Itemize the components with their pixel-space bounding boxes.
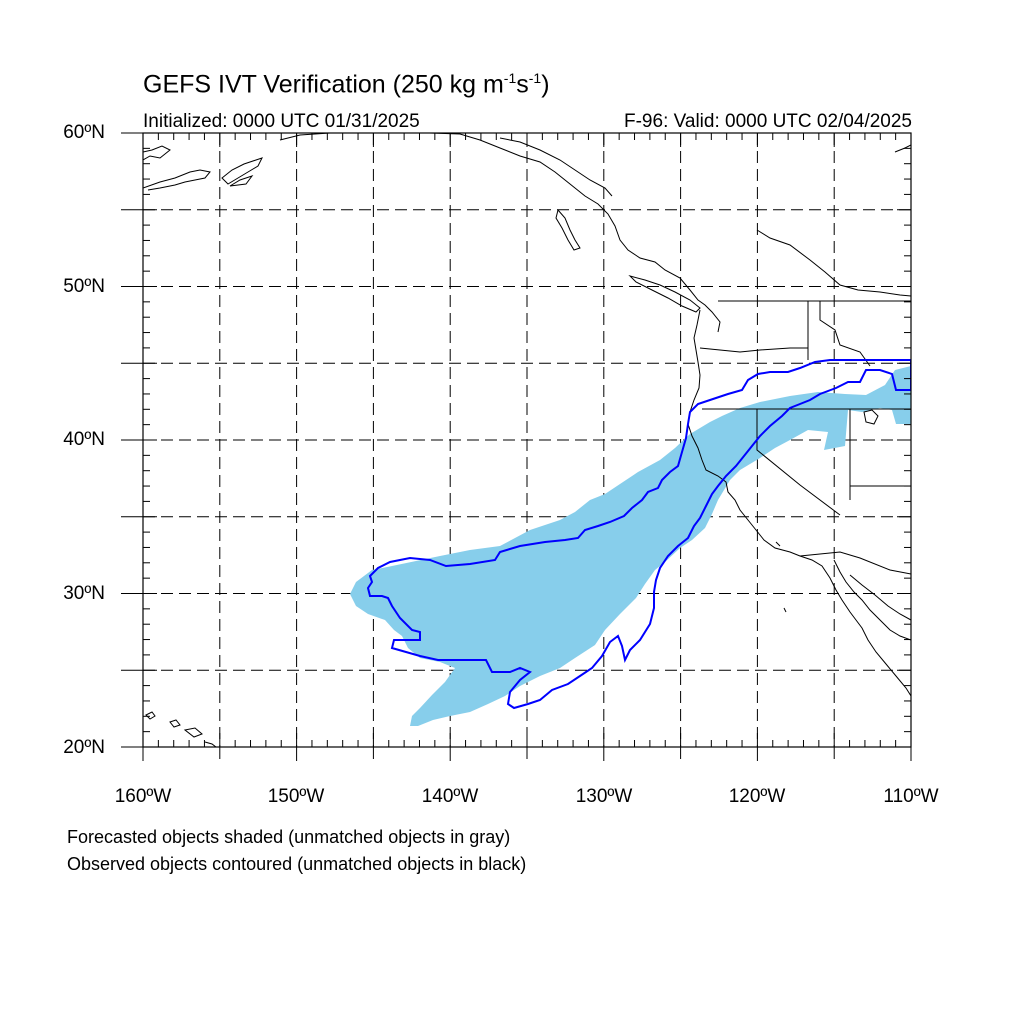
coastline-kodiak (221, 157, 263, 185)
lon-label-130w: 130ºW (575, 786, 633, 807)
footer-observed-note: Observed objects contoured (unmatched ob… (67, 854, 527, 874)
forecast-objects (350, 366, 911, 726)
coastline-alaska-south (143, 169, 211, 191)
coastline-mexico-mainland (849, 574, 911, 621)
coastline-alaska-panhandle (499, 137, 613, 197)
coastline-baja-east (833, 559, 911, 641)
lon-label-160w: 160ºW (114, 786, 172, 807)
coastline-vancouver-island (628, 275, 701, 313)
border-ca-nv (756, 409, 841, 516)
observed-object-contour (366, 359, 911, 710)
border-us-mexico (799, 551, 911, 575)
lat-label-50n: 50ºN (63, 276, 105, 297)
coastline-kodiak-small (229, 175, 254, 187)
lake-great-salt (863, 409, 879, 425)
lat-label-30n: 30ºN (63, 583, 105, 604)
island-hawaii-big (204, 741, 217, 747)
lat-label-20n: 20ºN (63, 737, 105, 758)
coastline-west-coast (687, 309, 911, 697)
observed-objects (366, 359, 911, 710)
axis-ticks (121, 132, 912, 761)
lon-label-150w: 150ºW (267, 786, 325, 807)
coastline-alaska-peninsula (143, 145, 171, 161)
lon-label-110w: 110ºW (883, 786, 939, 807)
map-title: GEFS IVT Verification (250 kg m-1s-1) (143, 70, 550, 99)
border-wa-or (699, 347, 808, 353)
footer-forecast-note: Forecasted objects shaded (unmatched obj… (67, 827, 511, 847)
border-id-mt (819, 301, 871, 367)
island-cedros (775, 541, 781, 547)
lon-label-140w: 140ºW (421, 786, 479, 807)
valid-time: F-96: Valid: 0000 UTC 02/04/2025 (624, 111, 912, 132)
island-hawaii-maui (183, 727, 203, 738)
island-guadalupe (783, 607, 787, 613)
coastline-gulf-of-alaska (279, 133, 721, 333)
coastline-bc-inland (756, 229, 911, 297)
initialized-time: Initialized: 0000 UTC 01/31/2025 (143, 111, 420, 132)
lat-label-40n: 40ºN (63, 429, 105, 450)
lat-label-60n: 60ºN (63, 122, 105, 143)
forecast-object-shaded (350, 366, 911, 726)
coastline-haida-gwaii (555, 208, 581, 251)
island-hawaii-kauai (145, 711, 156, 720)
island-hawaii-oahu (169, 719, 181, 728)
lon-label-120w: 120ºW (728, 786, 786, 807)
